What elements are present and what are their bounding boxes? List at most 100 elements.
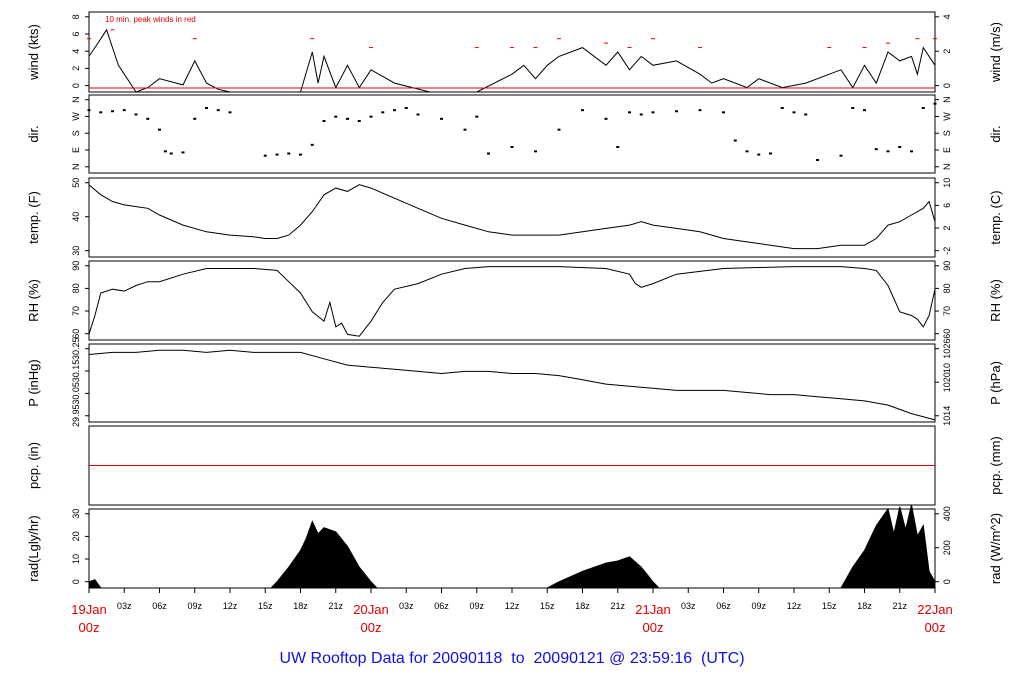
xtick-hour-label: 09z xyxy=(187,601,202,611)
ytick-label-right: 4 xyxy=(942,14,952,19)
ytick-label-right: 10 xyxy=(942,178,952,188)
ytick-label-left: W xyxy=(71,112,81,121)
ytick-label-right: 200 xyxy=(942,540,952,555)
ytick-label-right: 400 xyxy=(942,506,952,521)
panel-rh: RH (%) RH (%) 60 70 80 90 60 70 80 90 xyxy=(26,260,1003,341)
data-point xyxy=(557,128,561,131)
data-point xyxy=(287,152,291,155)
data-point xyxy=(475,115,479,118)
line-series xyxy=(88,349,936,421)
panel-temp: temp. (F) temp. (C) 30 40 50 -2 2 6 10 xyxy=(26,177,1003,258)
xtick-day-time-label: 00z xyxy=(643,620,664,635)
ytick-label-right: N xyxy=(942,96,952,103)
xtick-hour-label: 15z xyxy=(258,601,273,611)
data-point xyxy=(440,117,443,120)
xtick-hour-label: 18z xyxy=(857,601,872,611)
data-point xyxy=(122,109,126,112)
data-point xyxy=(898,146,902,148)
data-point xyxy=(675,110,678,113)
data-point xyxy=(181,151,185,154)
data-point xyxy=(604,117,608,120)
ytick-label-right: E xyxy=(942,147,952,153)
data-point xyxy=(87,109,91,112)
data-point xyxy=(369,115,373,118)
data-point xyxy=(216,109,220,112)
ytick-label-left: 2 xyxy=(71,66,81,71)
data-point xyxy=(193,117,197,120)
xtick-date-label: 22Jan xyxy=(917,602,952,617)
data-point xyxy=(146,117,150,120)
data-point xyxy=(886,150,890,153)
ytick-label-right: 2 xyxy=(942,49,952,54)
panel-frame xyxy=(88,11,936,93)
data-point xyxy=(393,109,396,112)
panel-wind: wind (kts) wind (m/s) 0 2 4 6 8 0 2 4 10 min. peak… xyxy=(26,11,1003,93)
data-point xyxy=(698,109,702,112)
xtick-hour-label: 06z xyxy=(152,601,167,611)
line-series xyxy=(88,266,936,337)
ytick-label-right: 2 xyxy=(942,226,952,231)
panel-frame xyxy=(88,260,936,341)
data-point xyxy=(322,120,326,122)
data-point xyxy=(463,128,467,131)
data-point xyxy=(581,109,584,112)
data-point xyxy=(816,159,819,161)
ytick-label-right: 60 xyxy=(942,329,952,339)
ytick-label-right: 80 xyxy=(942,283,952,293)
data-point xyxy=(228,111,232,114)
data-point xyxy=(745,150,749,153)
ytick-label-left: N xyxy=(71,164,81,171)
xtick-hour-label: 15z xyxy=(822,601,837,611)
ylabel-right: RH (%) xyxy=(988,279,1003,322)
xtick-hour-label: 18z xyxy=(575,601,590,611)
xtick-day-time-label: 00z xyxy=(79,620,100,635)
data-point xyxy=(169,152,173,155)
xtick-date-label: 20Jan xyxy=(353,602,388,617)
data-point xyxy=(263,154,267,157)
xtick-day-time-label: 00z xyxy=(361,620,382,635)
ytick-label-right: 0 xyxy=(942,83,952,88)
ytick-label-left: 4 xyxy=(71,49,81,54)
xtick-hour-label: 18z xyxy=(293,601,308,611)
ytick-label-left: 90 xyxy=(71,261,81,271)
ylabel-left: pcp. (in) xyxy=(26,442,41,489)
ylabel-left: wind (kts) xyxy=(26,24,41,81)
ytick-label-right: 1014 xyxy=(942,406,952,426)
data-point xyxy=(158,128,161,131)
data-point xyxy=(510,146,514,148)
xtick-hour-label: 06z xyxy=(716,601,731,611)
time-axis: 19Jan 00z 03z 06z 09z 12z 15z 18z 21z 20Jan 00z 03z… xyxy=(71,588,953,635)
data-point xyxy=(534,150,537,153)
xtick-day-time-label: 00z xyxy=(925,620,946,635)
ytick-label-left: 30 xyxy=(71,509,81,519)
ytick-label-left: 40 xyxy=(71,212,81,222)
data-point xyxy=(628,111,631,114)
data-point xyxy=(357,120,361,122)
data-point xyxy=(416,113,420,116)
ytick-label-left: 30.25 xyxy=(71,337,81,360)
ylabel-right: pcp. (mm) xyxy=(988,436,1003,495)
ytick-label-right: N xyxy=(942,164,952,171)
data-point xyxy=(487,152,490,155)
line-series xyxy=(88,28,936,93)
xtick-date-label: 19Jan xyxy=(71,602,106,617)
ytick-label-left: 0 xyxy=(71,83,81,88)
xtick-hour-label: 03z xyxy=(399,601,414,611)
ytick-label-left: 60 xyxy=(71,329,81,339)
data-point xyxy=(404,107,408,109)
data-point xyxy=(874,148,878,151)
panel-frame xyxy=(88,94,936,174)
ylabel-right: dir. xyxy=(988,125,1003,142)
ytick-label-right: 1020 xyxy=(942,372,952,392)
ylabel-left: RH (%) xyxy=(26,279,41,322)
ytick-label-left: 29.95 xyxy=(71,404,81,427)
data-point xyxy=(933,102,937,105)
data-point xyxy=(134,113,138,116)
ytick-label-left: 6 xyxy=(71,31,81,36)
data-point xyxy=(792,111,796,114)
panel-precip: pcp. (in) pcp. (mm) xyxy=(26,425,1003,506)
data-point xyxy=(651,111,655,114)
ylabel-right: temp. (C) xyxy=(988,190,1003,244)
